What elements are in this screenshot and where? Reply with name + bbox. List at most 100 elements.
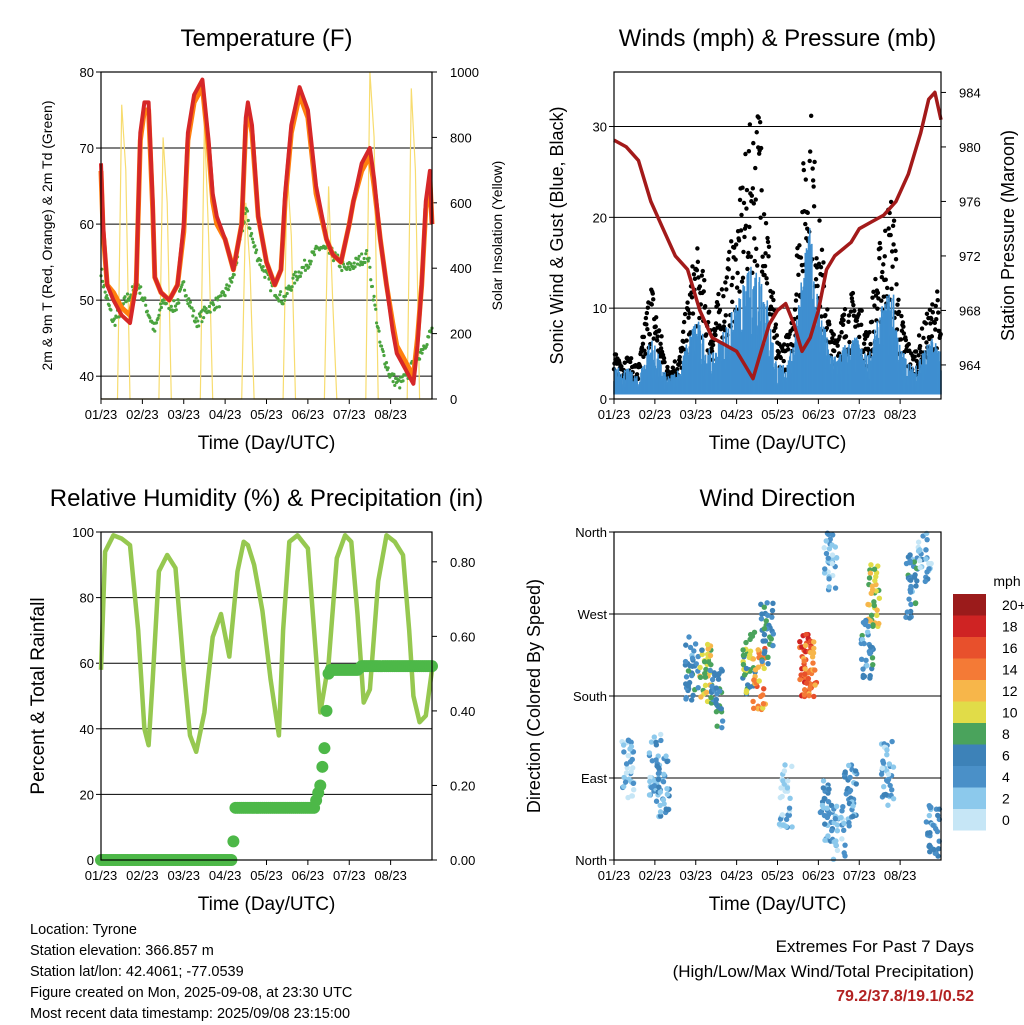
point-direction bbox=[658, 737, 664, 744]
point-gust bbox=[721, 324, 727, 329]
point-direction bbox=[749, 633, 756, 639]
point-dewpoint bbox=[357, 254, 361, 258]
point-dewpoint bbox=[355, 262, 360, 266]
point-gust bbox=[850, 290, 856, 296]
series-line-pressure bbox=[613, 90, 943, 381]
point-direction bbox=[825, 833, 831, 839]
point-precip bbox=[227, 835, 240, 848]
point-direction bbox=[802, 642, 809, 649]
point-gust bbox=[685, 307, 691, 312]
point-dewpoint bbox=[254, 248, 259, 252]
point-gust bbox=[901, 324, 906, 329]
point-gust bbox=[744, 187, 750, 193]
point-direction bbox=[703, 689, 710, 695]
point-direction bbox=[657, 731, 664, 738]
point-gust bbox=[899, 313, 904, 319]
point-direction bbox=[890, 795, 897, 802]
point-direction bbox=[852, 768, 859, 774]
point-direction bbox=[903, 560, 910, 567]
point-gust bbox=[881, 262, 886, 267]
point-direction bbox=[765, 660, 771, 667]
point-direction bbox=[912, 572, 918, 578]
point-dewpoint bbox=[219, 294, 223, 298]
point-gust bbox=[842, 306, 848, 312]
point-direction bbox=[841, 820, 847, 827]
point-gust bbox=[739, 279, 745, 284]
x-tick-label: 08/23 bbox=[884, 407, 917, 422]
point-dewpoint bbox=[176, 298, 180, 302]
point-direction bbox=[715, 672, 721, 678]
y-tick-label: North bbox=[575, 853, 607, 868]
point-dewpoint bbox=[371, 298, 375, 302]
point-direction bbox=[868, 612, 875, 619]
point-direction bbox=[887, 782, 893, 789]
point-direction bbox=[826, 786, 832, 792]
y-tick-label: South bbox=[573, 689, 607, 704]
point-direction bbox=[822, 566, 828, 572]
point-direction bbox=[832, 815, 838, 822]
point-gust bbox=[913, 349, 919, 354]
point-gust bbox=[754, 130, 759, 135]
point-gust bbox=[886, 226, 891, 231]
point-direction bbox=[867, 570, 874, 576]
wind-series bbox=[611, 90, 943, 395]
point-precip bbox=[320, 704, 333, 717]
point-direction bbox=[801, 671, 808, 677]
point-dewpoint bbox=[358, 263, 362, 267]
point-gust bbox=[812, 159, 817, 165]
point-direction bbox=[657, 809, 664, 815]
point-dewpoint bbox=[366, 259, 370, 263]
point-direction bbox=[764, 612, 771, 619]
point-direction bbox=[812, 667, 818, 673]
point-direction bbox=[810, 660, 816, 666]
point-gust bbox=[704, 332, 709, 337]
colorbar-label: 8 bbox=[1002, 726, 1010, 742]
point-direction bbox=[846, 762, 852, 769]
point-gust bbox=[685, 300, 690, 305]
point-direction bbox=[807, 685, 813, 692]
point-dewpoint bbox=[285, 291, 289, 296]
point-gust bbox=[807, 158, 812, 164]
point-direction bbox=[683, 642, 689, 648]
point-direction bbox=[629, 793, 636, 799]
point-gust bbox=[893, 248, 898, 254]
y-right-tick-label: 0.00 bbox=[450, 853, 475, 868]
point-gust bbox=[684, 338, 689, 343]
point-direction bbox=[777, 816, 784, 822]
y-right-tick-label: 200 bbox=[450, 327, 472, 342]
point-gust bbox=[647, 332, 653, 337]
point-direction bbox=[761, 631, 768, 638]
y-right-tick-label: 0.60 bbox=[450, 629, 475, 644]
point-dewpoint bbox=[172, 299, 176, 303]
point-dewpoint bbox=[196, 319, 200, 323]
point-direction bbox=[713, 700, 719, 706]
point-direction bbox=[689, 655, 696, 661]
plot-frame bbox=[613, 531, 942, 861]
point-dewpoint bbox=[159, 305, 164, 310]
point-gust bbox=[653, 315, 659, 320]
point-gust bbox=[758, 215, 763, 220]
point-gust bbox=[712, 328, 718, 333]
point-direction bbox=[801, 691, 808, 698]
x-tick-label: 07/23 bbox=[843, 407, 876, 422]
point-gust bbox=[877, 240, 883, 246]
point-direction bbox=[811, 639, 817, 645]
point-direction bbox=[829, 560, 835, 567]
point-gust bbox=[733, 257, 738, 262]
point-dewpoint bbox=[378, 340, 382, 344]
point-direction bbox=[923, 556, 929, 562]
x-tick-label: 04/23 bbox=[209, 868, 242, 883]
point-gust bbox=[773, 325, 778, 331]
point-direction bbox=[657, 813, 664, 819]
chart-title-0: Temperature (F) bbox=[180, 25, 352, 52]
point-direction bbox=[819, 802, 826, 809]
extremes-values: 79.2/37.8/19.1/0.52 bbox=[836, 988, 974, 1005]
point-gust bbox=[738, 228, 744, 233]
point-direction bbox=[821, 812, 828, 819]
point-gust bbox=[832, 348, 837, 354]
x-tick-label: 03/23 bbox=[679, 407, 712, 422]
point-dewpoint bbox=[144, 303, 148, 307]
point-direction bbox=[709, 676, 716, 683]
point-direction bbox=[623, 770, 630, 776]
point-gust bbox=[747, 224, 752, 230]
